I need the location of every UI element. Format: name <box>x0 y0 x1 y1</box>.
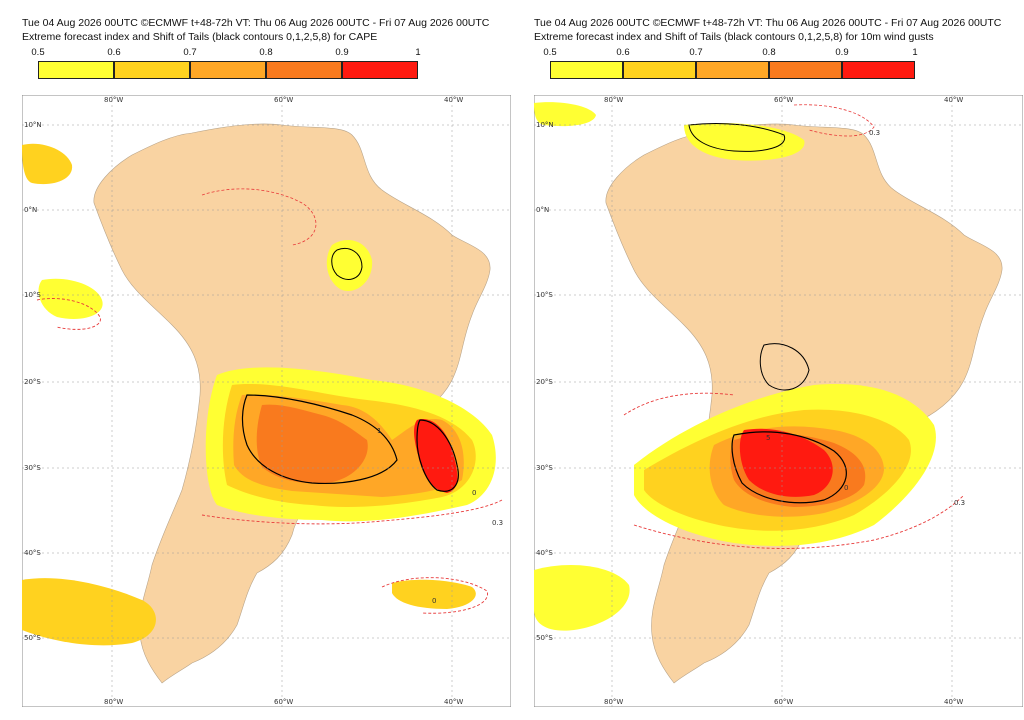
lat-label: 40°S <box>536 549 553 557</box>
lat-label: 10°N <box>536 121 554 129</box>
lat-label: 10°S <box>24 291 41 299</box>
lon-label-top: 40°W <box>444 96 463 104</box>
contour-label: 0 <box>432 597 436 605</box>
colorbar-segment <box>842 61 915 79</box>
lon-label-top: 60°W <box>274 96 293 104</box>
panel-cape: Tue 04 Aug 2026 00UTC ©ECMWF t+48-72h VT… <box>10 0 511 720</box>
sot-contour <box>241 394 398 484</box>
panel-header-line2: Extreme forecast index and Shift of Tail… <box>22 31 378 43</box>
colorbar-label: 0.6 <box>616 47 630 58</box>
lat-label: 50°S <box>536 634 553 642</box>
lon-label-bottom: 40°W <box>444 698 463 706</box>
lon-label-bottom: 80°W <box>104 698 123 706</box>
efi-dashed-contour <box>201 188 317 246</box>
map-wind-gusts: 5 0 0.3 0.3 80°W 60°W 40°W 80°W 60°W 40°… <box>534 95 1023 707</box>
sot-contour <box>731 431 847 504</box>
colorbar-label: 0.5 <box>31 47 45 58</box>
efi-area-pacific <box>22 143 73 185</box>
colorbar-label: 0.6 <box>107 47 121 58</box>
sot-contour <box>688 123 786 152</box>
efi-dashed-contour <box>793 104 875 137</box>
panel-header-line1: Tue 04 Aug 2026 00UTC ©ECMWF t+48-72h VT… <box>22 17 490 29</box>
colorbar-label: 0.5 <box>543 47 557 58</box>
lat-label: 30°S <box>536 464 553 472</box>
graticule <box>22 95 511 707</box>
colorbar-segment <box>342 61 418 79</box>
contour-label: 0 <box>472 489 476 497</box>
colorbar-label: 0.9 <box>335 47 349 58</box>
map-svg: 5 0 0.3 0.3 80°W 60°W 40°W 80°W 60°W 40°… <box>534 95 1023 707</box>
lon-label-top: 60°W <box>774 96 793 104</box>
efi-area-southwest <box>534 565 630 631</box>
colorbar-label: 0.7 <box>183 47 197 58</box>
sot-contour <box>331 248 363 280</box>
colorbar-label: 1 <box>415 47 421 58</box>
lat-label: 10°S <box>536 291 553 299</box>
colorbar: 0.5 0.6 0.7 0.8 0.9 1 <box>31 47 421 83</box>
lon-label-top: 80°W <box>104 96 123 104</box>
lon-label-bottom: 60°W <box>274 698 293 706</box>
contour-label: 0.3 <box>492 519 503 527</box>
lon-label-top: 80°W <box>604 96 623 104</box>
colorbar-label: 0.7 <box>689 47 703 58</box>
colorbar-label: 0.9 <box>835 47 849 58</box>
lat-label: 0°N <box>536 206 549 214</box>
contour-label: 5 <box>766 434 770 442</box>
colorbar-label: 0.8 <box>259 47 273 58</box>
efi-area-southwest <box>22 578 156 646</box>
colorbar-segment <box>550 61 623 79</box>
efi-area-southeast <box>392 579 476 609</box>
lat-label: 20°S <box>24 378 41 386</box>
contour-label: 0.3 <box>954 499 965 507</box>
lon-label-bottom: 80°W <box>604 698 623 706</box>
lat-label: 30°S <box>24 464 41 472</box>
lat-label: 0°N <box>24 206 37 214</box>
efi-area-amazon <box>326 240 373 291</box>
efi-dashed-contour <box>36 298 101 330</box>
contour-label: 0 <box>844 484 848 492</box>
sot-contour <box>759 343 810 391</box>
colorbar-segment <box>266 61 342 79</box>
colorbar-label: 0.8 <box>762 47 776 58</box>
efi-area-north <box>684 123 805 161</box>
colorbar-label: 1 <box>912 47 918 58</box>
map-svg: 0 1 0 0.3 80°W 60°W 40°W 80°W 60°W 40°W … <box>22 95 511 707</box>
colorbar-segment <box>769 61 842 79</box>
sot-contour <box>416 419 459 492</box>
panel-header-line1: Tue 04 Aug 2026 00UTC ©ECMWF t+48-72h VT… <box>534 17 1002 29</box>
colorbar-segment <box>623 61 696 79</box>
panel-wind-gusts: Tue 04 Aug 2026 00UTC ©ECMWF t+48-72h VT… <box>522 0 1023 720</box>
lon-label-top: 40°W <box>944 96 963 104</box>
efi-dashed-contour <box>381 577 488 614</box>
colorbar-segment <box>114 61 190 79</box>
contour-label: 1 <box>377 427 381 435</box>
efi-dashed-contour <box>623 392 735 416</box>
efi-dashed-contour <box>201 499 503 525</box>
efi-area-dark-orange <box>256 404 368 484</box>
lat-label: 50°S <box>24 634 41 642</box>
contour-label: 0.3 <box>869 129 880 137</box>
lat-label: 10°N <box>24 121 42 129</box>
lon-label-bottom: 60°W <box>774 698 793 706</box>
colorbar-segment <box>38 61 114 79</box>
panel-header-line2: Extreme forecast index and Shift of Tail… <box>534 31 934 43</box>
lat-label: 20°S <box>536 378 553 386</box>
map-cape: 0 1 0 0.3 80°W 60°W 40°W 80°W 60°W 40°W … <box>22 95 511 707</box>
efi-area-north-pacific <box>534 102 596 127</box>
colorbar: 0.5 0.6 0.7 0.8 0.9 1 <box>543 47 930 83</box>
lon-label-bottom: 40°W <box>944 698 963 706</box>
efi-dashed-contour <box>633 494 965 549</box>
efi-area-red <box>739 428 833 497</box>
colorbar-segment <box>190 61 266 79</box>
efi-area-pacific-south <box>38 278 103 320</box>
graticule <box>534 95 1023 707</box>
colorbar-segment <box>696 61 769 79</box>
lat-label: 40°S <box>24 549 41 557</box>
